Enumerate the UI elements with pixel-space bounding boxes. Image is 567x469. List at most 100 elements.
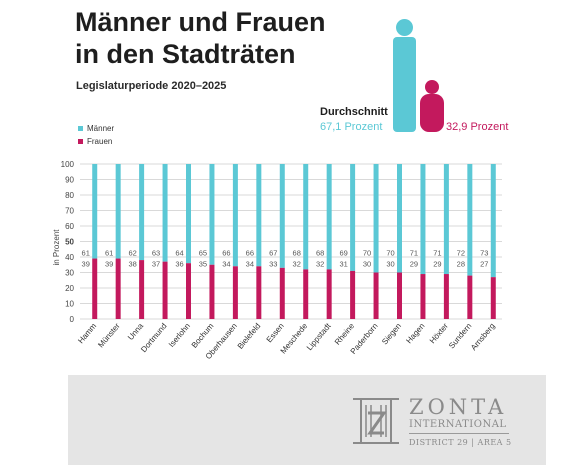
data-label-female: 28 [457, 260, 465, 269]
bar-male [186, 164, 191, 264]
bar-male [232, 164, 238, 267]
bar-female [420, 274, 426, 319]
data-label-female: 34 [246, 260, 254, 269]
category-label: Siegen [380, 322, 403, 347]
bar-female [397, 272, 402, 319]
bar-female [115, 258, 121, 319]
zonta-international: INTERNATIONAL [409, 419, 507, 430]
y-tick-label: 70 [65, 207, 74, 216]
y-tick-label: 40 [65, 253, 74, 262]
data-label-male: 71 [433, 249, 441, 258]
bar-male [279, 164, 285, 268]
bar-male [350, 164, 356, 271]
category-label: Lippstadt [305, 321, 333, 352]
bar-female [467, 275, 473, 319]
legend-item-female: Frauen [78, 135, 114, 148]
average-label: Durchschnitt [320, 106, 388, 118]
bar-male [420, 164, 426, 275]
bar-male [92, 164, 98, 259]
data-label-female: 39 [105, 260, 113, 269]
data-label-male: 72 [457, 249, 465, 258]
bar-female [373, 272, 379, 319]
data-label-male: 62 [128, 249, 136, 258]
legend-swatch-male [78, 126, 83, 131]
footer: ZONTA INTERNATIONAL DISTRICT 29 | AREA 5 [68, 375, 546, 465]
y-tick-label: 50 [65, 238, 74, 247]
y-tick-label: 80 [65, 191, 74, 200]
data-label-female: 39 [82, 260, 90, 269]
y-axis-label: in Prozent [52, 229, 61, 266]
average-female-value: 32,9 Prozent [446, 121, 509, 133]
category-label: Münster [96, 321, 122, 349]
category-label: Unna [126, 321, 146, 342]
data-label-female: 29 [410, 260, 418, 269]
category-label: Hamm [76, 321, 98, 345]
chart-title: Männer und Frauen in den Stadträten [75, 6, 326, 70]
y-tick-label: 30 [65, 269, 74, 278]
legend-item-male: Männer [78, 122, 114, 135]
zonta-logo-icon [353, 398, 399, 444]
legend-label-female: Frauen [87, 137, 113, 146]
y-tick-label: 60 [65, 222, 74, 231]
bar-female [256, 266, 262, 319]
legend-label-male: Männer [87, 124, 115, 133]
female-figure-icon [420, 80, 444, 132]
data-label-female: 36 [175, 260, 183, 269]
y-tick-label: 10 [65, 300, 74, 309]
data-label-female: 30 [386, 260, 394, 269]
bar-male [139, 164, 145, 261]
data-label-female: 29 [433, 260, 441, 269]
data-label-female: 32 [293, 260, 301, 269]
data-label-female: 32 [316, 260, 324, 269]
bar-female [350, 270, 356, 319]
bar-male [490, 164, 496, 278]
category-label: Iserlohn [167, 322, 192, 350]
bar-male [467, 164, 473, 276]
data-label-female: 31 [339, 260, 347, 269]
bar-female [303, 269, 309, 319]
data-label-male: 73 [480, 249, 488, 258]
category-label: Arnsberg [469, 322, 497, 353]
category-label: Essen [265, 322, 286, 345]
bar-male [373, 164, 379, 273]
data-label-male: 66 [246, 249, 254, 258]
y-tick-label: 20 [65, 284, 74, 293]
legend: Männer Frauen [78, 122, 114, 148]
data-label-male: 66 [222, 249, 230, 258]
y-tick-label: 90 [65, 176, 74, 185]
bar-male [326, 164, 332, 270]
data-label-male: 71 [410, 249, 418, 258]
category-label: Bielefeld [236, 322, 263, 351]
data-label-male: 68 [293, 249, 301, 258]
data-label-male: 67 [269, 249, 277, 258]
data-label-female: 35 [199, 260, 207, 269]
data-label-female: 33 [269, 260, 277, 269]
zonta-name: ZONTA [409, 395, 508, 419]
data-label-male: 61 [82, 249, 90, 258]
zonta-divider [409, 433, 509, 434]
y-tick-label: 100 [61, 160, 75, 169]
bar-female [209, 264, 215, 319]
data-label-female: 27 [480, 260, 488, 269]
bar-female [186, 263, 191, 319]
legend-swatch-female [78, 139, 83, 144]
category-label: Rheine [333, 321, 357, 347]
category-label: Höxter [428, 321, 450, 345]
bar-male [209, 164, 215, 265]
stacked-bar-chart: 0 10 20 30 40 50 60 70 80 90 100 in Prozent 61 39 Hamm… [52, 160, 502, 361]
category-label: Hagen [404, 322, 426, 346]
bar-male [303, 164, 309, 270]
data-label-female: 30 [363, 260, 371, 269]
bar-female [92, 258, 98, 319]
bar-male [397, 164, 402, 273]
data-label-female: 37 [152, 260, 160, 269]
bar-female [139, 260, 145, 319]
data-label-male: 61 [105, 249, 113, 258]
average-pictogram [393, 19, 444, 132]
data-label-male: 65 [199, 249, 207, 258]
y-tick-label: 0 [70, 315, 75, 324]
bar-female [490, 277, 496, 319]
bar-male [443, 164, 449, 275]
data-label-male: 64 [175, 249, 183, 258]
bar-female [232, 266, 238, 319]
